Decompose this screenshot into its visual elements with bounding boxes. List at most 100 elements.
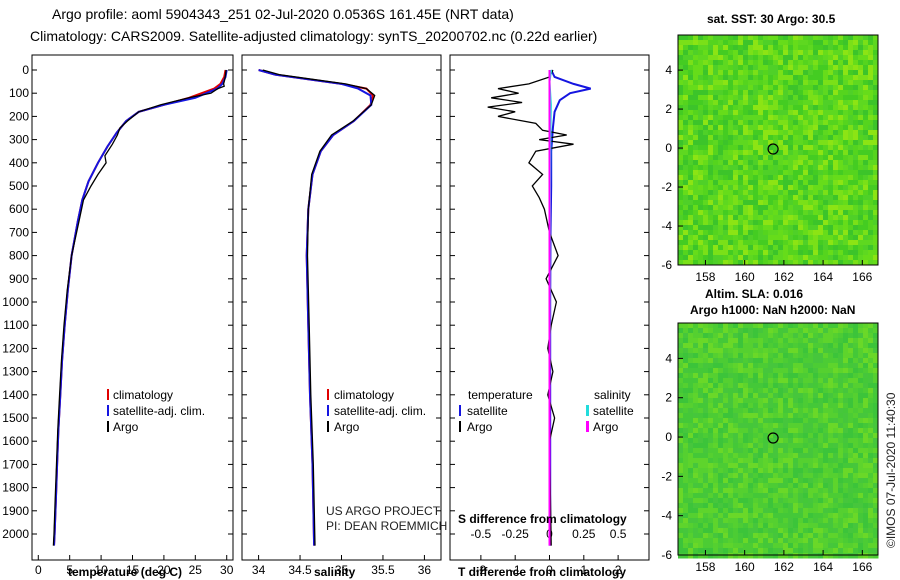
map-cell: [778, 413, 784, 419]
map-cell: [873, 363, 879, 369]
map-cell: [788, 458, 794, 464]
map-cell: [863, 478, 869, 484]
map-cell: [843, 418, 849, 424]
map-cell: [763, 35, 769, 41]
map-cell: [683, 518, 689, 524]
map-cell: [703, 418, 709, 424]
map-cell: [823, 338, 829, 344]
map-cell: [838, 498, 844, 504]
map-cell: [748, 135, 754, 141]
map-cell: [778, 130, 784, 136]
map-cell: [838, 438, 844, 444]
map-cell: [803, 150, 809, 156]
x-tick-label: 34.5: [288, 563, 312, 577]
map-cell: [748, 75, 754, 81]
map-cell: [828, 230, 834, 236]
temperature-panel: 0100200300400500600700800900100011001200…: [2, 54, 234, 579]
map-cell: [783, 250, 789, 256]
map-cell: [848, 135, 854, 141]
map-cell: [833, 333, 839, 339]
map-cell: [713, 130, 719, 136]
map-cell: [863, 403, 869, 409]
map-cell: [678, 190, 684, 196]
map-cell: [693, 245, 699, 251]
map-cell: [688, 508, 694, 514]
map-cell: [803, 130, 809, 136]
map-cell: [828, 135, 834, 141]
map-cell: [858, 60, 864, 66]
map-cell: [748, 493, 754, 499]
map-cell: [868, 323, 874, 329]
map-cell: [708, 35, 714, 41]
map-cell: [748, 200, 754, 206]
map-cell: [868, 250, 874, 256]
map-cell: [803, 413, 809, 419]
map-cell: [798, 210, 804, 216]
map-cell: [738, 100, 744, 106]
map-cell: [768, 230, 774, 236]
map-cell: [718, 140, 724, 146]
map-cell: [848, 473, 854, 479]
map-cell: [803, 518, 809, 524]
map-cell: [733, 553, 739, 559]
map-cell: [828, 478, 834, 484]
map-cell: [873, 210, 879, 216]
map-cell: [858, 468, 864, 474]
map-cell: [793, 50, 799, 56]
map-cell: [813, 125, 819, 131]
map-cell: [793, 338, 799, 344]
map-cell: [848, 368, 854, 374]
map-cell: [778, 363, 784, 369]
map-cell: [848, 543, 854, 549]
map-cell: [743, 513, 749, 519]
map-cell: [713, 423, 719, 429]
map-cell: [808, 358, 814, 364]
map-cell: [748, 443, 754, 449]
map-cell: [803, 230, 809, 236]
map-cell: [863, 100, 869, 106]
map-cell: [758, 160, 764, 166]
map-cell: [718, 503, 724, 509]
map-cell: [763, 398, 769, 404]
map-cell: [688, 543, 694, 549]
map-cell: [843, 473, 849, 479]
map-cell: [808, 195, 814, 201]
map-cell: [838, 180, 844, 186]
map-cell: [713, 255, 719, 261]
map-cell: [743, 483, 749, 489]
map-cell: [708, 408, 714, 414]
map-cell: [743, 240, 749, 246]
map-cell: [683, 378, 689, 384]
map-cell: [853, 225, 859, 231]
map-cell: [688, 518, 694, 524]
map-cell: [868, 40, 874, 46]
map-cell: [698, 543, 704, 549]
map-cell: [798, 200, 804, 206]
map-cell: [868, 125, 874, 131]
map-cell: [868, 458, 874, 464]
map-cell: [828, 428, 834, 434]
map-cell: [828, 468, 834, 474]
map-cell: [683, 110, 689, 116]
map-cell: [748, 323, 754, 329]
map-cell: [843, 170, 849, 176]
map-cell: [873, 260, 879, 266]
map-cell: [728, 363, 734, 369]
map-cell: [758, 428, 764, 434]
map-cell: [863, 388, 869, 394]
map-cell: [688, 418, 694, 424]
map-cell: [803, 115, 809, 121]
map-cell: [763, 220, 769, 226]
map-cell: [743, 35, 749, 41]
map-cell: [833, 443, 839, 449]
map-cell: [808, 458, 814, 464]
map-cell: [778, 438, 784, 444]
map-cell: [728, 70, 734, 76]
map-cell: [733, 453, 739, 459]
map-cell: [768, 220, 774, 226]
map-cell: [718, 478, 724, 484]
map-cell: [783, 408, 789, 414]
map-cell: [753, 503, 759, 509]
map-cell: [813, 140, 819, 146]
map-cell: [813, 398, 819, 404]
